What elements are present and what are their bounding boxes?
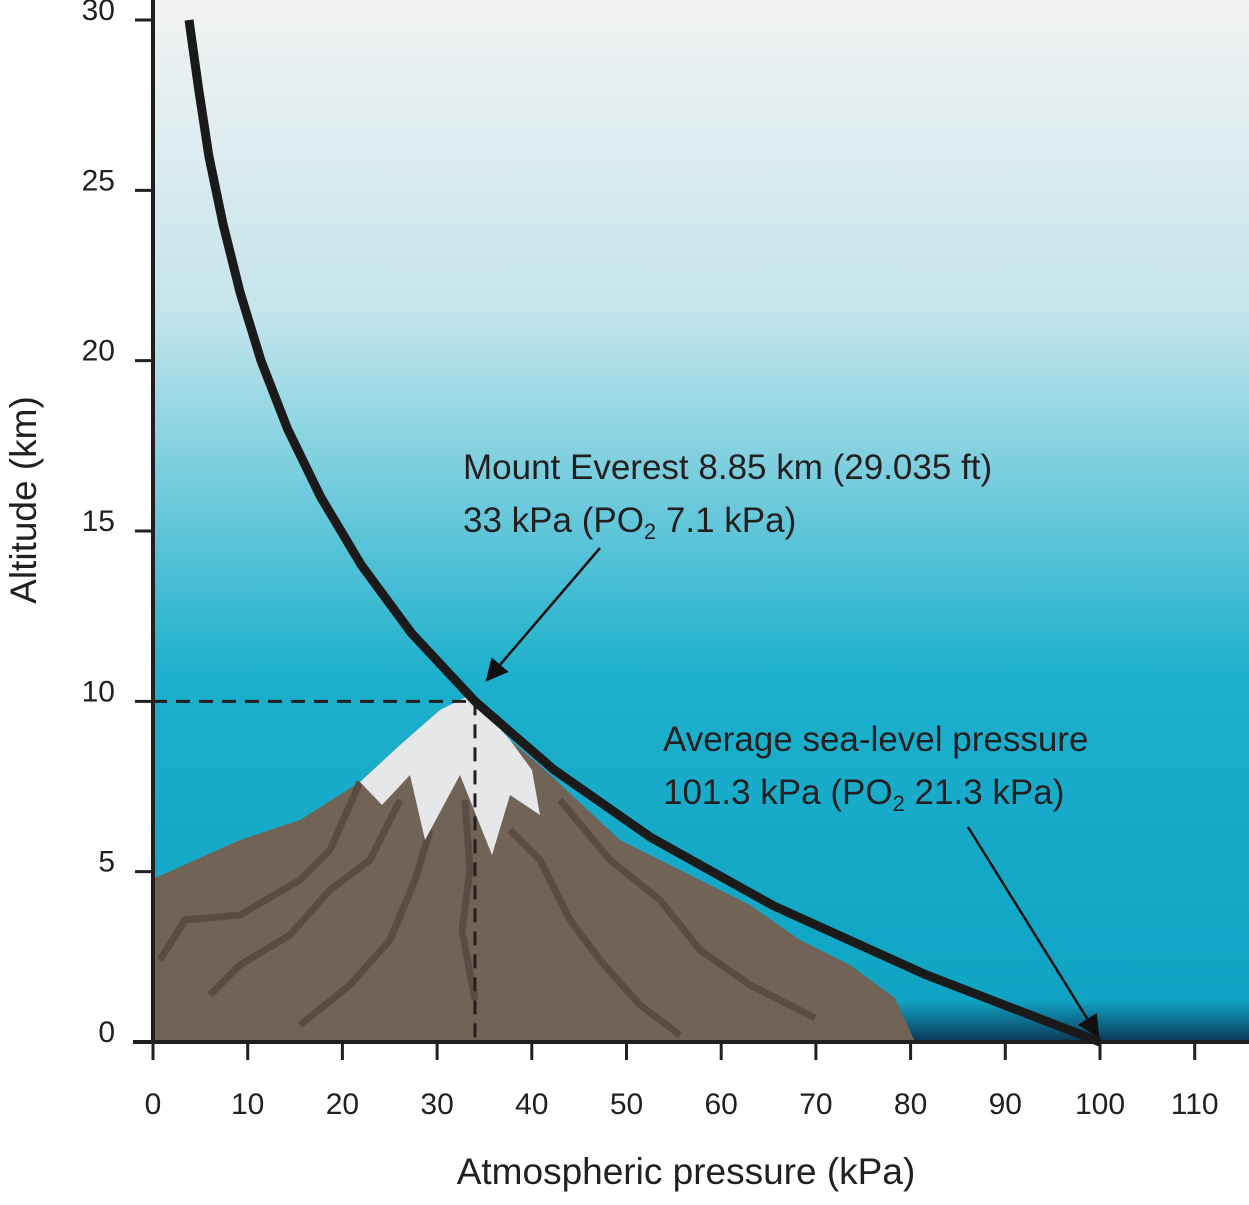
- annotation: Mount Everest 8.85 km (29.035 ft): [463, 448, 992, 487]
- annotation-text: 33 kPa (PO: [463, 501, 644, 540]
- y-tick-label: 10: [82, 675, 115, 708]
- y-tick-label: 15: [82, 505, 115, 538]
- x-tick-label: 50: [610, 1088, 643, 1121]
- annotation-text: 7.1 kPa): [656, 501, 796, 540]
- y-tick-label: 0: [98, 1016, 115, 1049]
- annotation-text: Average sea-level pressure: [663, 720, 1088, 759]
- x-tick-label: 60: [705, 1088, 738, 1121]
- x-tick-label: 40: [515, 1088, 548, 1121]
- annotation: 101.3 kPa (PO2 21.3 kPa): [663, 773, 1064, 816]
- x-tick-label: 0: [145, 1088, 162, 1121]
- pressure-curve: [184, 19, 1102, 1047]
- x-tick-label: 20: [326, 1088, 359, 1121]
- mountain: [155, 695, 915, 1042]
- annotation: 33 kPa (PO2 7.1 kPa): [463, 501, 796, 544]
- x-tick-label: 110: [1171, 1088, 1219, 1121]
- y-tick-label: 25: [82, 164, 115, 197]
- y-tick-label: 20: [82, 335, 115, 368]
- x-tick-label: 10: [231, 1088, 264, 1121]
- annotation-text: Mount Everest 8.85 km (29.035 ft): [463, 448, 992, 487]
- annotation-subscript: 2: [644, 519, 656, 544]
- y-tick-label: 5: [98, 846, 115, 879]
- annotation-arrow: [966, 826, 1100, 1038]
- x-tick-label: 80: [894, 1088, 927, 1121]
- annotation: Average sea-level pressure: [663, 720, 1088, 759]
- y-axis-title: Altitude (km): [3, 396, 44, 604]
- x-tick-label: 30: [420, 1088, 453, 1121]
- annotation-arrow: [485, 547, 601, 682]
- annotation-text: 21.3 kPa): [905, 773, 1065, 812]
- y-tick-label: 30: [82, 0, 115, 27]
- x-tick-label: 70: [799, 1088, 832, 1121]
- annotation-subscript: 2: [893, 791, 905, 816]
- x-axis-title: Atmospheric pressure (kPa): [457, 1151, 916, 1192]
- x-tick-label: 90: [989, 1088, 1022, 1121]
- annotation-text: 101.3 kPa (PO: [663, 773, 893, 812]
- x-tick-label: 100: [1075, 1088, 1125, 1121]
